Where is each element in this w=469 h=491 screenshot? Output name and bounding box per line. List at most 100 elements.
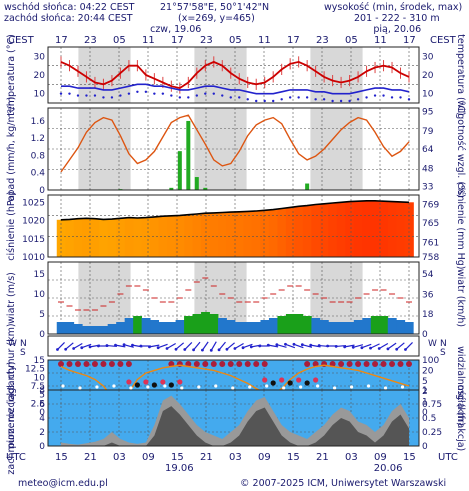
- temp-dot: [221, 94, 224, 97]
- pressure-column: [56, 219, 66, 257]
- wind-speed-bar: [133, 316, 143, 334]
- cloud-top-dot: [312, 361, 319, 367]
- cloud-mid-dot: [160, 379, 166, 385]
- wind-speed-bar: [251, 322, 261, 334]
- pressure-column: [319, 203, 329, 257]
- cloud-top-dot: [83, 361, 90, 367]
- y-tick-left: 1.6: [31, 117, 46, 127]
- wind-arrow: [405, 342, 413, 350]
- wind-arrow-head: [360, 346, 364, 350]
- temperature-line: [60, 60, 410, 90]
- wind-arrow: [242, 343, 253, 349]
- y-tick-right: 2: [422, 387, 428, 397]
- wind-speed-bar: [107, 324, 117, 334]
- temp-dot: [153, 92, 156, 95]
- cloud-top-dot: [185, 361, 192, 367]
- axis-label-left: opad (mm/h, kg/m²/h): [6, 97, 17, 202]
- hour-tick-top: 11: [374, 35, 387, 46]
- hour-tick-bottom: 15: [287, 452, 300, 463]
- wind-arrow: [81, 343, 92, 349]
- y-tick-right: 33: [422, 182, 433, 192]
- pressure-column: [124, 217, 134, 257]
- pressure-column: [184, 214, 194, 257]
- pressure-column: [235, 211, 245, 257]
- hour-tick-bottom: 03: [345, 452, 358, 463]
- wind-arrow-head: [300, 343, 304, 347]
- cloud-low-dot: [129, 386, 133, 390]
- wind-speed-bar: [396, 320, 406, 334]
- pressure-column: [268, 209, 279, 257]
- cloud-top-dot: [406, 361, 412, 367]
- footer-email[interactable]: meteo@icm.edu.pl: [18, 478, 108, 489]
- wind-speed-bar: [175, 320, 185, 334]
- hour-ticks-bottom: 15 21 03 09 15 21 03 09 15 21 03 09 15: [55, 452, 416, 463]
- date-label-bottom: 20.06: [374, 463, 403, 474]
- axis-label-left: ciśnienie (hPa): [6, 191, 17, 260]
- wind-arrow: [361, 343, 372, 349]
- pressure-column: [73, 218, 83, 257]
- temperature-panel: 10 20 30 10 20 30 temperatura (°C) temperatura …: [6, 34, 466, 116]
- cloud-top-dot: [125, 361, 132, 367]
- day-label-top: czw, 19.06: [150, 24, 201, 35]
- wind-arrow-head: [326, 344, 330, 348]
- hour-ticks-top: 17 23 05 11 17 23 05 11 17 23 05 11 17: [55, 35, 416, 46]
- wind-arrow: [175, 342, 185, 350]
- cloud-mid-dot: [151, 382, 157, 388]
- axis-label-right: mgła (frakcja): [455, 385, 466, 452]
- panel-frame: [47, 335, 420, 357]
- hour-tick-top: 17: [55, 35, 68, 46]
- wind-arrow: [353, 344, 364, 348]
- y-tick-left: 0.4: [31, 169, 46, 179]
- wind-speed-bar: [116, 322, 126, 334]
- wind-arrow: [370, 343, 380, 349]
- y-tick-left: 30: [34, 52, 46, 62]
- wind-arrow: [234, 342, 244, 350]
- wind-arrow-head: [266, 343, 270, 347]
- wind-speed-bar: [328, 322, 338, 334]
- cloud-low-dot: [61, 384, 65, 388]
- cloud-mid-dot: [279, 377, 285, 383]
- utc-right: UTC: [438, 452, 458, 463]
- pressure-column: [158, 216, 168, 257]
- pressure-column: [107, 219, 117, 257]
- temp-dot: [195, 94, 199, 97]
- y-tick-right: 54: [422, 270, 434, 280]
- cloud-mid-dot: [270, 380, 276, 386]
- pressure-column: [387, 201, 397, 257]
- precip-bar: [194, 177, 199, 190]
- temp-dot: [390, 96, 394, 99]
- cloud-low-dot: [349, 385, 354, 389]
- temp-dot: [93, 94, 97, 97]
- cloud-top-dot: [168, 361, 175, 367]
- pressure-column: [141, 217, 151, 257]
- axis-label-left: zachmurzenie (oktanty): [6, 361, 17, 474]
- hour-tick-top: 17: [171, 35, 184, 46]
- hour-tick-top: 05: [229, 35, 242, 46]
- cloud-top-dot: [210, 361, 217, 367]
- wind-arrow: [65, 342, 74, 350]
- cloud-top-dot: [202, 361, 209, 367]
- cloud-low-dot: [366, 384, 371, 388]
- y-tick-right: 18: [422, 310, 434, 320]
- y-tick-left: 1025: [22, 198, 45, 208]
- y-tick-right: 0: [422, 442, 428, 452]
- day-label-top: pią, 20.06: [373, 24, 421, 35]
- pressure-column: [116, 218, 126, 257]
- wind-speed-bar: [56, 322, 66, 334]
- cloud-mid-dot: [134, 382, 140, 388]
- wind-arrow: [73, 342, 83, 350]
- wind-speed-bar: [243, 322, 253, 334]
- wind-arrow-head: [165, 347, 169, 350]
- wind-arrow-head: [174, 347, 178, 351]
- wind-arrow-head: [225, 347, 229, 351]
- wind-speed-bar: [345, 322, 355, 334]
- cloud-top-dot: [227, 361, 234, 367]
- cloud-top-dot: [91, 361, 98, 367]
- temp-dot: [110, 96, 114, 99]
- y-tick-left: 0: [39, 442, 45, 452]
- wind-speed-bar: [404, 322, 414, 334]
- compass-s-right: S: [440, 348, 446, 358]
- wind-speed-bar: [184, 316, 193, 334]
